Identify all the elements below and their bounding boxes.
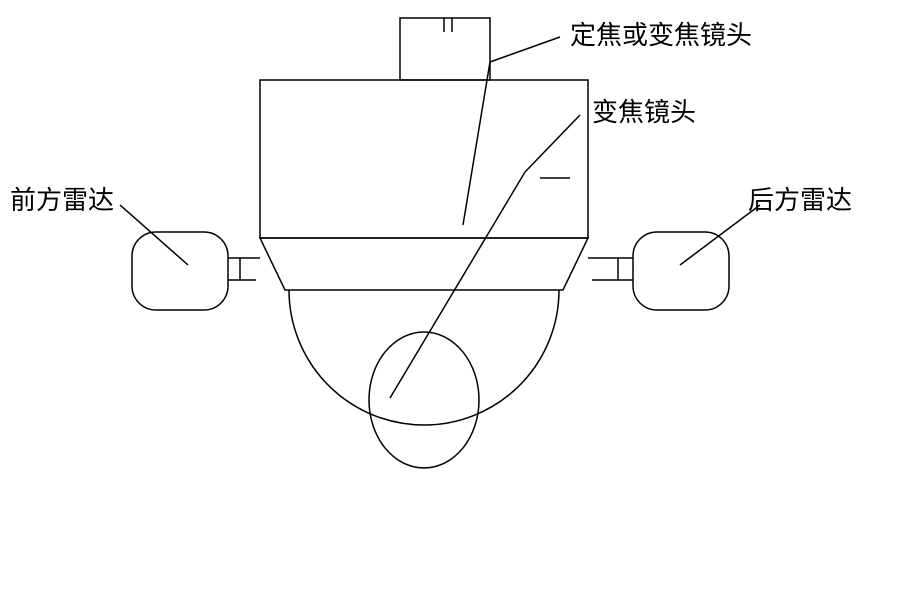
rear-radar-shape: [633, 232, 729, 310]
leader-zoom-1: [390, 172, 525, 398]
label-front-radar: 前方雷达: [10, 180, 114, 217]
lens-ellipse: [369, 332, 479, 468]
trapezoid-shape: [260, 238, 588, 290]
leader-top-lens-1: [463, 62, 490, 225]
dome-shape: [289, 290, 559, 425]
front-radar-shape: [132, 232, 228, 310]
label-rear-radar: 后方雷达: [748, 180, 852, 217]
leader-front-radar: [120, 205, 188, 265]
label-zoom-lens: 变焦镜头: [592, 92, 696, 129]
main-body-shape: [260, 80, 588, 238]
top-block-shape: [400, 18, 490, 80]
diagram-svg: [0, 0, 913, 593]
label-top-lens: 定焦或变焦镜头: [570, 15, 752, 52]
camera-radar-diagram: 定焦或变焦镜头 变焦镜头 前方雷达 后方雷达: [0, 0, 913, 593]
leader-top-lens-2: [490, 37, 560, 62]
leader-zoom-2: [525, 115, 580, 172]
